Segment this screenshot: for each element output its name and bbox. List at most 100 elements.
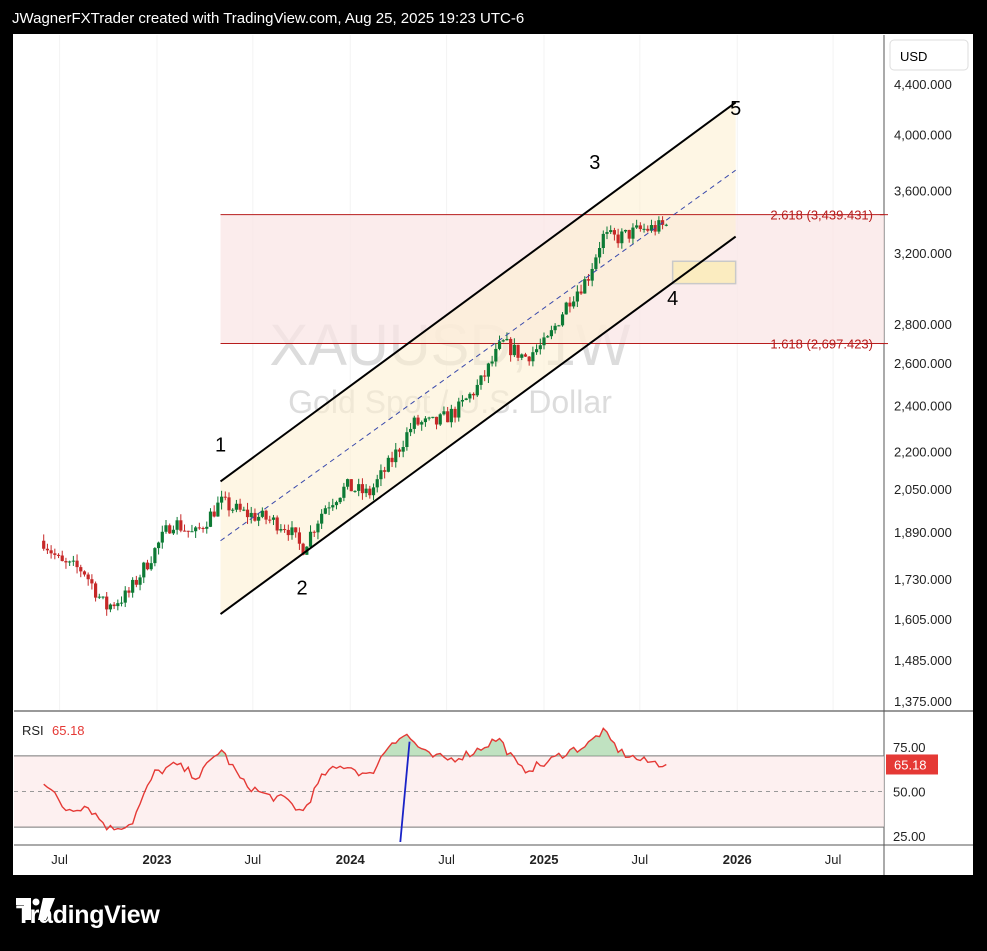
candle-body — [45, 548, 50, 551]
candle-body — [612, 230, 617, 235]
candle-body — [312, 531, 316, 533]
candle-body — [249, 512, 253, 518]
target-zone-box[interactable] — [671, 260, 737, 285]
y-tick-label: 1,375.000 — [894, 694, 952, 709]
candle-body — [153, 548, 157, 564]
candle-body — [586, 279, 591, 281]
candle-body — [119, 602, 124, 604]
candle-body — [560, 314, 565, 326]
candle-body — [379, 470, 383, 480]
candle-body — [449, 408, 453, 423]
wave-label: 4 — [667, 288, 678, 310]
y-tick-label: 3,600.000 — [894, 183, 952, 198]
candle-body — [434, 416, 439, 425]
candle-body — [609, 230, 613, 233]
candle-body — [245, 509, 250, 518]
x-tick-label: Jul — [825, 852, 842, 867]
y-tick-label: 2,600.000 — [894, 356, 952, 371]
candle-body — [583, 279, 587, 294]
candle-body — [53, 553, 57, 555]
candle-body — [242, 509, 246, 511]
candle-body — [623, 229, 628, 232]
candle-body — [345, 479, 350, 487]
candle-body — [457, 401, 461, 418]
candle-body — [349, 479, 353, 492]
candle-body — [542, 337, 546, 346]
channel-lower-line[interactable] — [219, 235, 737, 615]
y-tick-label: 2,200.000 — [894, 445, 952, 460]
candle-body — [268, 519, 272, 521]
candle-body — [564, 302, 568, 315]
candle-body — [464, 398, 468, 400]
candle-body — [42, 540, 46, 549]
candle-body — [416, 417, 420, 425]
rsi-value-badge-text: 65.18 — [894, 757, 927, 772]
candle-body — [635, 225, 639, 228]
candle-body — [649, 225, 654, 231]
candle-body — [534, 349, 539, 353]
candle-body — [431, 416, 435, 418]
rsi-tick-label: 25.00 — [893, 829, 926, 844]
candle-body — [171, 529, 176, 534]
candle-body — [79, 567, 83, 572]
x-tick-label: Jul — [245, 852, 262, 867]
candle-body — [616, 234, 620, 244]
candle-body — [386, 457, 390, 472]
candle-body — [294, 527, 298, 533]
candle-body — [423, 418, 428, 423]
rsi-trend-line[interactable] — [398, 741, 411, 863]
candle-body — [101, 596, 105, 598]
x-tick-label: 2024 — [336, 852, 366, 867]
candle-body — [168, 525, 172, 534]
candle-body — [601, 233, 605, 249]
candle-body — [223, 496, 227, 498]
currency-label: USD — [900, 49, 927, 64]
candle-body — [471, 393, 476, 396]
candle-body — [646, 228, 650, 231]
candle-body — [427, 417, 431, 419]
tradingview-brand[interactable]: TradingView — [16, 898, 160, 932]
candle-body — [56, 554, 61, 556]
candle-body — [642, 228, 646, 230]
candle-body — [438, 414, 442, 425]
candle-body — [446, 411, 450, 423]
candle-body — [227, 497, 231, 511]
candle-body — [460, 399, 465, 402]
x-tick-label: Jul — [632, 852, 649, 867]
candle-body — [182, 530, 187, 532]
channel-upper-line[interactable] — [219, 101, 737, 483]
candle-body — [509, 338, 513, 356]
candle-body — [282, 529, 287, 531]
candle-body — [97, 596, 101, 598]
candle-body — [546, 336, 550, 338]
candle-body — [331, 505, 335, 508]
candle-body — [527, 356, 531, 362]
rsi-line[interactable] — [43, 727, 667, 831]
candle-body — [320, 513, 324, 524]
candle-body — [468, 393, 472, 399]
currency-button[interactable] — [889, 39, 969, 71]
candle-body — [360, 484, 365, 494]
candle-body — [594, 257, 598, 269]
channel-mid-line[interactable] — [220, 169, 736, 542]
candle-body — [568, 302, 572, 307]
candle-body — [486, 363, 491, 377]
candle-body — [557, 325, 561, 327]
candle-body — [134, 579, 138, 585]
candle-body — [257, 516, 261, 521]
candle-body — [371, 487, 376, 496]
candle-body — [397, 449, 402, 452]
candle-body — [123, 590, 127, 603]
candle-body — [408, 428, 413, 433]
candle-body — [523, 354, 528, 357]
candle-body — [657, 220, 661, 232]
candle-body — [638, 225, 642, 230]
candle-body — [149, 563, 153, 570]
y-tick-label: 1,605.000 — [894, 612, 952, 627]
candle-body — [368, 488, 372, 496]
candle-body — [297, 532, 302, 544]
candle-body — [275, 517, 279, 531]
x-tick-label: 2026 — [723, 852, 752, 867]
candle-body — [49, 550, 53, 554]
